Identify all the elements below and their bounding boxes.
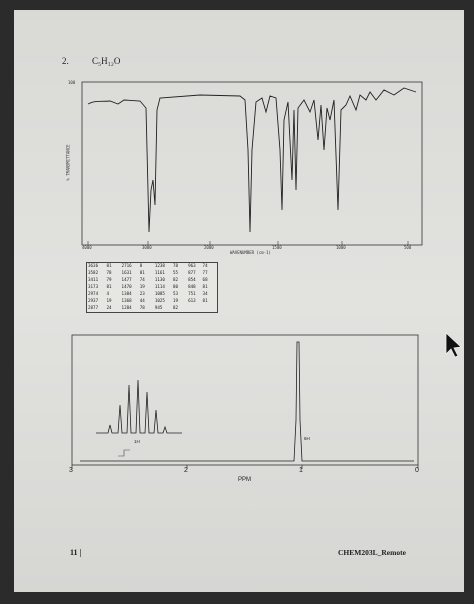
peak-wavenumber: 1384 [121, 291, 132, 297]
peak-row: 3636 81 2716 8 1238 78 963 74 [87, 263, 218, 271]
peak-transmittance: 4 [106, 291, 109, 297]
peak-transmittance: 77 [202, 270, 208, 276]
peak-row: 3582 78 1631 81 1161 55 877 77 [87, 270, 218, 277]
peak-transmittance: 80 [173, 284, 179, 290]
peak-wavenumber: 2974 [88, 291, 99, 297]
peak-transmittance: 81 [106, 263, 112, 269]
nmr-septet [96, 379, 182, 434]
ir-x-tick: 2000 [204, 245, 214, 250]
ir-x-tick: 4000 [82, 245, 92, 250]
ir-trace [87, 87, 417, 233]
integration-label: 6H [304, 436, 310, 441]
peak-wavenumber: 1284 [121, 305, 132, 311]
peak-wavenumber: 2877 [88, 305, 99, 311]
peak-transmittance: 81 [139, 270, 145, 276]
ir-frame [81, 81, 423, 246]
peak-wavenumber: 1130 [154, 277, 165, 283]
peak-transmittance: 78 [106, 270, 112, 276]
peak-wavenumber: 1085 [154, 291, 165, 297]
integration-label: 1H [134, 439, 140, 444]
peak-wavenumber: 2716 [121, 263, 132, 269]
nmr-x-title: PPM [238, 477, 252, 483]
peak-transmittance: 44 [139, 298, 145, 304]
peak-transmittance: 82 [173, 305, 179, 311]
peak-transmittance: 19 [106, 298, 112, 304]
ir-x-tick: 1500 [272, 245, 282, 250]
ir-x-tick: 500 [404, 245, 412, 250]
nmr-ticks [71, 465, 419, 469]
peak-transmittance: 23 [139, 291, 145, 297]
ir-x-tick: 3000 [142, 245, 152, 250]
peak-wavenumber: 1238 [154, 263, 165, 269]
peak-wavenumber: 877 [188, 270, 196, 276]
peak-wavenumber: 963 [188, 263, 196, 269]
nmr-x-tick: 3 [69, 467, 73, 474]
peak-transmittance: 24 [106, 305, 112, 311]
peak-wavenumber: 3173 [88, 284, 99, 290]
nmr-frame [71, 334, 419, 466]
ir-y-title: % TRANSMITTANCE [65, 144, 71, 181]
peak-transmittance: 55 [173, 270, 179, 276]
peak-transmittance: 74 [139, 277, 145, 283]
ir-x-title: WAVENUMBER (cm-1) [230, 250, 271, 255]
peak-transmittance: 34 [202, 291, 208, 297]
peak-wavenumber: 751 [188, 291, 196, 297]
peak-transmittance: 81 [202, 298, 208, 304]
peak-table: 3636 81 2716 8 1238 78 963 74 3582 78 1631 81 1161 55… [86, 262, 218, 313]
peak-row: 2974 4 1384 23 1085 53 751 34 [87, 291, 218, 298]
peak-wavenumber: 3636 [88, 263, 99, 269]
peak-transmittance: 78 [139, 305, 145, 311]
peak-wavenumber: 1477 [121, 277, 132, 283]
peak-wavenumber: 848 [188, 284, 196, 290]
peak-transmittance: 53 [173, 291, 179, 297]
peak-transmittance: 81 [202, 284, 208, 290]
course-code: CHEM203L_Remote [338, 548, 406, 557]
peak-transmittance: 74 [202, 263, 208, 269]
question-number: 2. [62, 56, 69, 66]
nmr-doublet [80, 341, 414, 462]
formula: C₅H₁₂O [92, 56, 121, 66]
mouse-cursor [445, 332, 462, 358]
peak-row: 2937 19 1368 44 1025 19 613 81 [87, 298, 218, 305]
ir-y-top: 100 [68, 80, 76, 85]
peak-row: 3173 81 1470 19 1114 80 848 81 [87, 284, 218, 291]
peak-transmittance: 78 [173, 263, 179, 269]
peak-row: 2877 24 1284 78 945 82 [87, 305, 218, 313]
peak-transmittance: 79 [106, 277, 112, 283]
peak-wavenumber: 1025 [154, 298, 165, 304]
peak-transmittance: 19 [139, 284, 145, 290]
peak-wavenumber: 3411 [88, 277, 99, 283]
page-number: 11 | [70, 548, 82, 557]
peak-wavenumber: 1631 [121, 270, 132, 276]
peak-wavenumber: 945 [154, 305, 163, 311]
peak-wavenumber: 3582 [88, 270, 99, 276]
ir-x-tick: 1000 [336, 245, 346, 250]
nmr-x-tick: 0 [415, 467, 419, 474]
peak-transmittance: 82 [173, 277, 179, 283]
integration-curve [118, 449, 130, 457]
peak-transmittance: 68 [202, 277, 208, 283]
peak-transmittance: 19 [173, 298, 179, 304]
peak-wavenumber: 613 [188, 298, 196, 304]
peak-wavenumber: 1470 [121, 284, 132, 290]
peak-wavenumber: 2937 [88, 298, 99, 304]
peak-row: 3411 79 1477 74 1130 82 854 68 [87, 277, 218, 284]
peak-wavenumber: 1114 [154, 284, 165, 290]
peak-wavenumber: 854 [188, 277, 196, 283]
peak-transmittance: 81 [106, 284, 112, 290]
peak-wavenumber: 1368 [121, 298, 132, 304]
nmr-x-tick: 2 [184, 467, 188, 474]
nmr-x-tick: 1 [299, 467, 303, 474]
peak-wavenumber: 1161 [154, 270, 165, 276]
peak-transmittance: 8 [139, 263, 143, 269]
ir-ticks [87, 241, 409, 245]
